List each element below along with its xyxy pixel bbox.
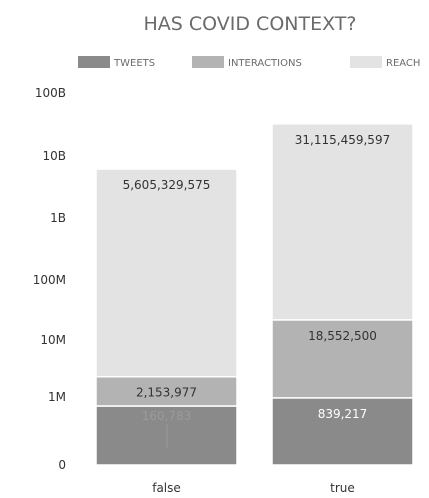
data-labels: 160,783 2,153,977 5,605,329,575 839,217 18,5… xyxy=(123,133,390,448)
chart-title: HAS COVID CONTEXT? xyxy=(144,13,357,35)
bars xyxy=(95,123,414,466)
legend-label: INTERACTIONS xyxy=(228,58,302,69)
bar-interactions-true xyxy=(271,319,414,399)
y-tick-label: 0 xyxy=(58,458,66,472)
y-tick-label: 100M xyxy=(33,273,66,287)
data-label-tweets-true: 839,217 xyxy=(318,407,368,421)
bar-tweets-true xyxy=(271,397,414,466)
y-tick-label: 100B xyxy=(35,86,66,100)
legend-item-interactions: INTERACTIONS xyxy=(192,56,302,69)
legend-swatch xyxy=(192,56,224,68)
y-tick-label: 10M xyxy=(40,333,66,347)
y-tick-label: 1M xyxy=(48,390,66,404)
y-tick-label: 10B xyxy=(42,149,66,163)
x-category-label: true xyxy=(330,481,355,495)
legend-label: REACH xyxy=(386,58,420,69)
legend-item-reach: REACH xyxy=(350,56,420,69)
legend-swatch xyxy=(78,56,110,68)
data-label-reach-false: 5,605,329,575 xyxy=(123,178,211,192)
data-label-tweets-false: 160,783 xyxy=(142,409,192,423)
y-axis: 0 1M 10M 100M 1B 10B 100B xyxy=(33,86,66,472)
bar-reach-true xyxy=(271,123,414,321)
x-axis: false true xyxy=(152,481,355,495)
data-label-interactions-false: 2,153,977 xyxy=(136,386,197,400)
legend-swatch xyxy=(350,56,382,68)
y-tick-label: 1B xyxy=(50,211,66,225)
legend: TWEETS INTERACTIONS REACH xyxy=(78,56,420,69)
x-category-label: false xyxy=(152,481,181,495)
data-label-reach-true: 31,115,459,597 xyxy=(295,133,390,147)
bar-interactions-false xyxy=(95,375,238,407)
bar-reach-false xyxy=(95,168,238,378)
data-label-interactions-true: 18,552,500 xyxy=(308,329,377,343)
legend-item-tweets: TWEETS xyxy=(78,56,155,69)
legend-label: TWEETS xyxy=(113,58,155,69)
